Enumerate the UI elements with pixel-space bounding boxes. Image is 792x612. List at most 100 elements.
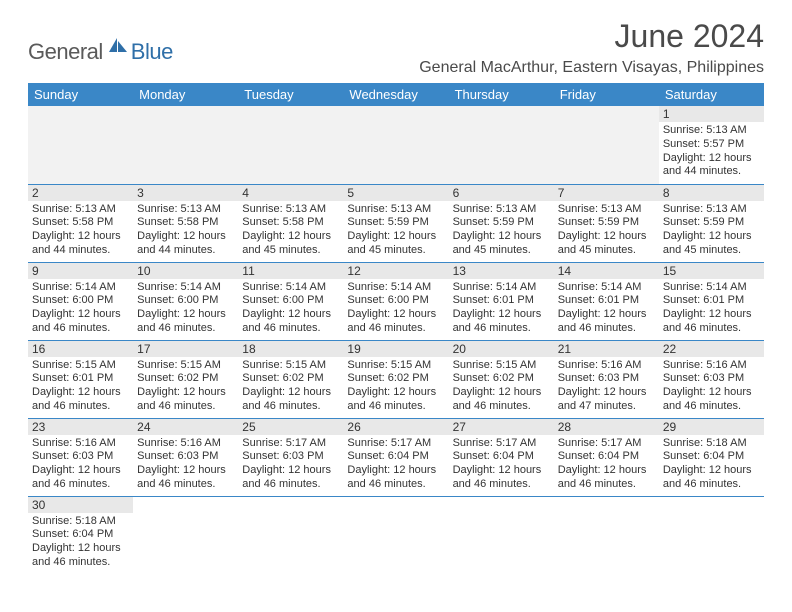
day-details: Sunrise: 5:15 AMSunset: 6:02 PMDaylight:… xyxy=(238,357,343,417)
location-subtitle: General MacArthur, Eastern Visayas, Phil… xyxy=(419,59,764,77)
day-number: 12 xyxy=(343,263,448,279)
daylight-text: Daylight: 12 hours and 46 minutes. xyxy=(453,464,550,492)
day-number: 26 xyxy=(343,419,448,435)
daylight-text: Daylight: 12 hours and 46 minutes. xyxy=(558,464,655,492)
day-number: 21 xyxy=(554,341,659,357)
calendar-cell xyxy=(554,496,659,574)
month-title: June 2024 xyxy=(419,18,764,55)
sunset-text: Sunset: 5:58 PM xyxy=(32,216,129,230)
day-details: Sunrise: 5:16 AMSunset: 6:03 PMDaylight:… xyxy=(659,357,764,417)
sunset-text: Sunset: 6:01 PM xyxy=(663,294,760,308)
sunset-text: Sunset: 6:03 PM xyxy=(137,450,234,464)
day-details: Sunrise: 5:17 AMSunset: 6:04 PMDaylight:… xyxy=(343,435,448,495)
sunrise-text: Sunrise: 5:15 AM xyxy=(137,359,234,373)
weekday-header: Wednesday xyxy=(343,83,448,106)
daylight-text: Daylight: 12 hours and 45 minutes. xyxy=(242,230,339,258)
day-number: 23 xyxy=(28,419,133,435)
sunrise-text: Sunrise: 5:14 AM xyxy=(137,281,234,295)
day-details: Sunrise: 5:13 AMSunset: 5:58 PMDaylight:… xyxy=(133,201,238,261)
calendar-cell: 9Sunrise: 5:14 AMSunset: 6:00 PMDaylight… xyxy=(28,262,133,340)
day-details: Sunrise: 5:18 AMSunset: 6:04 PMDaylight:… xyxy=(659,435,764,495)
sunset-text: Sunset: 5:58 PM xyxy=(137,216,234,230)
day-number: 8 xyxy=(659,185,764,201)
sunrise-text: Sunrise: 5:18 AM xyxy=(663,437,760,451)
sunset-text: Sunset: 6:04 PM xyxy=(558,450,655,464)
sunrise-text: Sunrise: 5:15 AM xyxy=(242,359,339,373)
calendar-cell xyxy=(449,496,554,574)
daylight-text: Daylight: 12 hours and 46 minutes. xyxy=(663,464,760,492)
calendar-cell: 12Sunrise: 5:14 AMSunset: 6:00 PMDayligh… xyxy=(343,262,448,340)
daylight-text: Daylight: 12 hours and 46 minutes. xyxy=(663,308,760,336)
sunrise-text: Sunrise: 5:13 AM xyxy=(663,124,760,138)
calendar-cell: 4Sunrise: 5:13 AMSunset: 5:58 PMDaylight… xyxy=(238,184,343,262)
day-details: Sunrise: 5:18 AMSunset: 6:04 PMDaylight:… xyxy=(28,513,133,573)
sunset-text: Sunset: 6:01 PM xyxy=(558,294,655,308)
calendar-cell: 22Sunrise: 5:16 AMSunset: 6:03 PMDayligh… xyxy=(659,340,764,418)
day-details: Sunrise: 5:16 AMSunset: 6:03 PMDaylight:… xyxy=(554,357,659,417)
calendar-cell: 16Sunrise: 5:15 AMSunset: 6:01 PMDayligh… xyxy=(28,340,133,418)
daylight-text: Daylight: 12 hours and 46 minutes. xyxy=(453,386,550,414)
sunset-text: Sunset: 5:59 PM xyxy=(453,216,550,230)
sunrise-text: Sunrise: 5:17 AM xyxy=(242,437,339,451)
day-number: 29 xyxy=(659,419,764,435)
day-details: Sunrise: 5:13 AMSunset: 5:58 PMDaylight:… xyxy=(238,201,343,261)
sunset-text: Sunset: 6:03 PM xyxy=(558,372,655,386)
calendar-cell: 10Sunrise: 5:14 AMSunset: 6:00 PMDayligh… xyxy=(133,262,238,340)
sunrise-text: Sunrise: 5:15 AM xyxy=(347,359,444,373)
day-number: 2 xyxy=(28,185,133,201)
day-number: 5 xyxy=(343,185,448,201)
calendar-cell xyxy=(343,496,448,574)
sunset-text: Sunset: 6:02 PM xyxy=(242,372,339,386)
calendar-cell: 18Sunrise: 5:15 AMSunset: 6:02 PMDayligh… xyxy=(238,340,343,418)
day-number: 19 xyxy=(343,341,448,357)
calendar-cell: 20Sunrise: 5:15 AMSunset: 6:02 PMDayligh… xyxy=(449,340,554,418)
sunset-text: Sunset: 6:03 PM xyxy=(242,450,339,464)
sunrise-text: Sunrise: 5:13 AM xyxy=(32,203,129,217)
daylight-text: Daylight: 12 hours and 46 minutes. xyxy=(137,386,234,414)
day-number: 1 xyxy=(659,106,764,122)
calendar-cell xyxy=(133,106,238,184)
weekday-header: Thursday xyxy=(449,83,554,106)
day-details: Sunrise: 5:17 AMSunset: 6:04 PMDaylight:… xyxy=(449,435,554,495)
calendar-cell: 26Sunrise: 5:17 AMSunset: 6:04 PMDayligh… xyxy=(343,418,448,496)
daylight-text: Daylight: 12 hours and 46 minutes. xyxy=(558,308,655,336)
daylight-text: Daylight: 12 hours and 46 minutes. xyxy=(137,308,234,336)
title-block: June 2024 General MacArthur, Eastern Vis… xyxy=(419,18,764,77)
daylight-text: Daylight: 12 hours and 46 minutes. xyxy=(32,386,129,414)
calendar-row: 16Sunrise: 5:15 AMSunset: 6:01 PMDayligh… xyxy=(28,340,764,418)
day-details: Sunrise: 5:13 AMSunset: 5:59 PMDaylight:… xyxy=(449,201,554,261)
sunset-text: Sunset: 5:59 PM xyxy=(558,216,655,230)
page-header: General Blue June 2024 General MacArthur… xyxy=(28,18,764,77)
day-details: Sunrise: 5:13 AMSunset: 5:59 PMDaylight:… xyxy=(659,201,764,261)
weekday-header: Saturday xyxy=(659,83,764,106)
sunset-text: Sunset: 6:01 PM xyxy=(453,294,550,308)
sunrise-text: Sunrise: 5:18 AM xyxy=(32,515,129,529)
daylight-text: Daylight: 12 hours and 46 minutes. xyxy=(242,464,339,492)
calendar-cell: 6Sunrise: 5:13 AMSunset: 5:59 PMDaylight… xyxy=(449,184,554,262)
day-details: Sunrise: 5:15 AMSunset: 6:02 PMDaylight:… xyxy=(343,357,448,417)
sunrise-text: Sunrise: 5:13 AM xyxy=(558,203,655,217)
calendar-cell: 3Sunrise: 5:13 AMSunset: 5:58 PMDaylight… xyxy=(133,184,238,262)
calendar-cell: 14 Sunrise: 5:14 AMSunset: 6:01 PMDayligh… xyxy=(554,262,659,340)
sunset-text: Sunset: 6:04 PM xyxy=(453,450,550,464)
day-number: 17 xyxy=(133,341,238,357)
day-number: 9 xyxy=(28,263,133,279)
day-details: Sunrise: 5:15 AMSunset: 6:02 PMDaylight:… xyxy=(449,357,554,417)
sunset-text: Sunset: 6:00 PM xyxy=(32,294,129,308)
day-number: 20 xyxy=(449,341,554,357)
calendar-row: 9Sunrise: 5:14 AMSunset: 6:00 PMDaylight… xyxy=(28,262,764,340)
sunset-text: Sunset: 6:00 PM xyxy=(137,294,234,308)
sunrise-text: Sunrise: 5:17 AM xyxy=(347,437,444,451)
day-number: 14 xyxy=(554,263,659,279)
sunrise-text: Sunrise: 5:14 AM xyxy=(558,281,655,295)
day-number: 3 xyxy=(133,185,238,201)
sunset-text: Sunset: 6:01 PM xyxy=(32,372,129,386)
calendar-cell: 11Sunrise: 5:14 AMSunset: 6:00 PMDayligh… xyxy=(238,262,343,340)
sunrise-text: Sunrise: 5:13 AM xyxy=(137,203,234,217)
sunrise-text: Sunrise: 5:14 AM xyxy=(347,281,444,295)
day-number: 15 xyxy=(659,263,764,279)
calendar-cell xyxy=(238,496,343,574)
sunset-text: Sunset: 6:00 PM xyxy=(242,294,339,308)
weekday-header: Tuesday xyxy=(238,83,343,106)
day-details: Sunrise: 5:15 AMSunset: 6:01 PMDaylight:… xyxy=(28,357,133,417)
